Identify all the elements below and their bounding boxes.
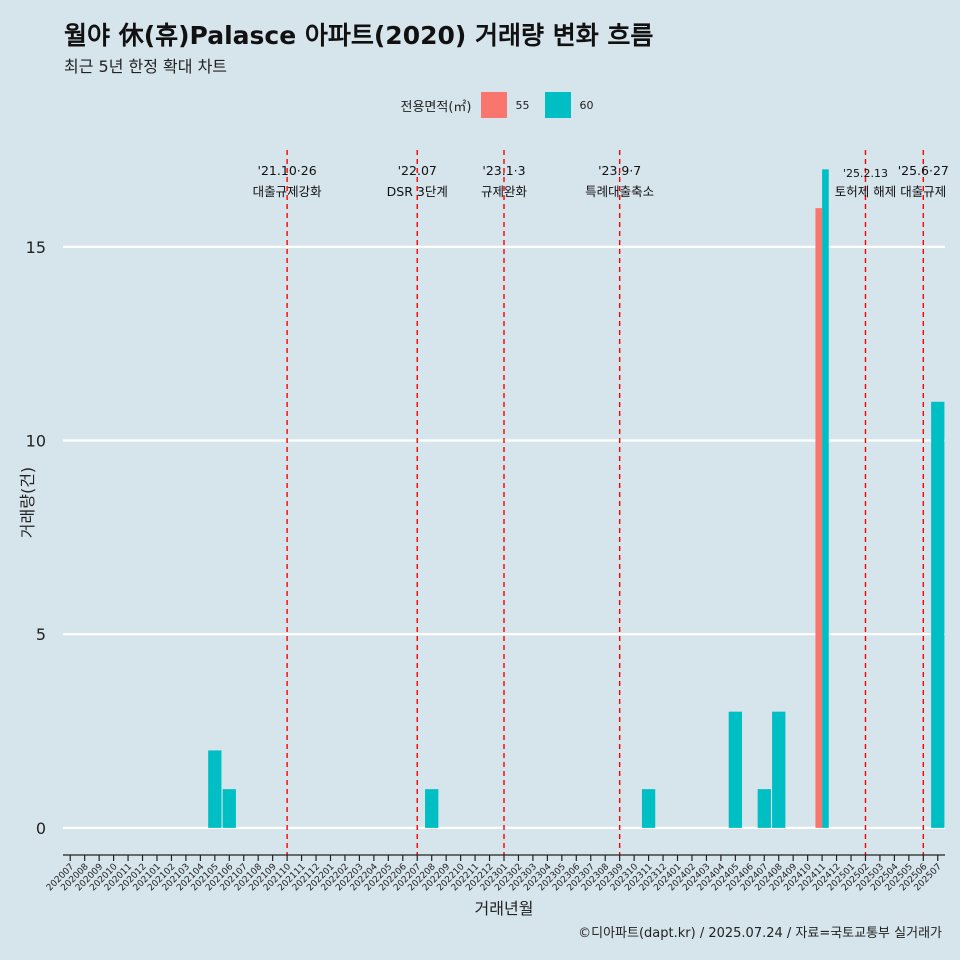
- y-axis-title: 거래량(건): [18, 467, 37, 538]
- event-label: DSR 3단계: [387, 184, 448, 199]
- bar-55-202411: [815, 208, 823, 828]
- bar-60-202411: [822, 169, 829, 828]
- bar-60-202105: [208, 750, 222, 828]
- source-caption: ©디아파트(dapt.kr) / 2025.07.24 / 자료=국토교통부 실…: [578, 926, 942, 941]
- x-axis-title: 거래년월: [475, 899, 534, 918]
- legend-title: 전용면적(㎡): [400, 99, 472, 115]
- y-tick-label: 15: [26, 238, 46, 257]
- y-tick-label: 5: [36, 625, 46, 644]
- bar-60-202311: [641, 789, 656, 828]
- y-tick-label: 10: [26, 432, 46, 451]
- legend-label-60: 60: [579, 98, 594, 112]
- event-date: '23.1·3: [482, 163, 525, 178]
- chart-subtitle: 최근 5년 한정 확대 차트: [64, 57, 228, 76]
- legend: 전용면적(㎡) 55 60: [0, 92, 960, 118]
- legend-label-55: 55: [515, 98, 530, 112]
- bar-60-202208: [425, 789, 439, 828]
- event-date: '25.2.13: [843, 167, 888, 180]
- event-label: 대출규제강화: [253, 184, 323, 199]
- event-date: '23.9·7: [598, 163, 641, 178]
- event-date: '25.6·27: [898, 163, 949, 178]
- chart-title: 월야 休(휴)Palasce 아파트(2020) 거래량 변화 흐름: [64, 21, 654, 50]
- event-date: '21.10·26: [258, 163, 317, 178]
- event-label: 토허제 해제: [835, 184, 896, 199]
- legend-key-55: [481, 92, 508, 118]
- bar-60-202408: [772, 711, 786, 828]
- event-label: 대출규제: [900, 184, 946, 199]
- bar-60-202405: [728, 711, 742, 828]
- event-date: '22.07: [398, 163, 437, 178]
- event-label: 규제완화: [481, 184, 528, 199]
- bar-60-202407: [757, 789, 771, 828]
- legend-key-60: [545, 92, 572, 118]
- bar-60-202507: [931, 401, 945, 828]
- event-label: 특례대출축소: [585, 184, 654, 199]
- y-tick-label: 0: [36, 819, 46, 838]
- bar-60-202106: [222, 789, 236, 828]
